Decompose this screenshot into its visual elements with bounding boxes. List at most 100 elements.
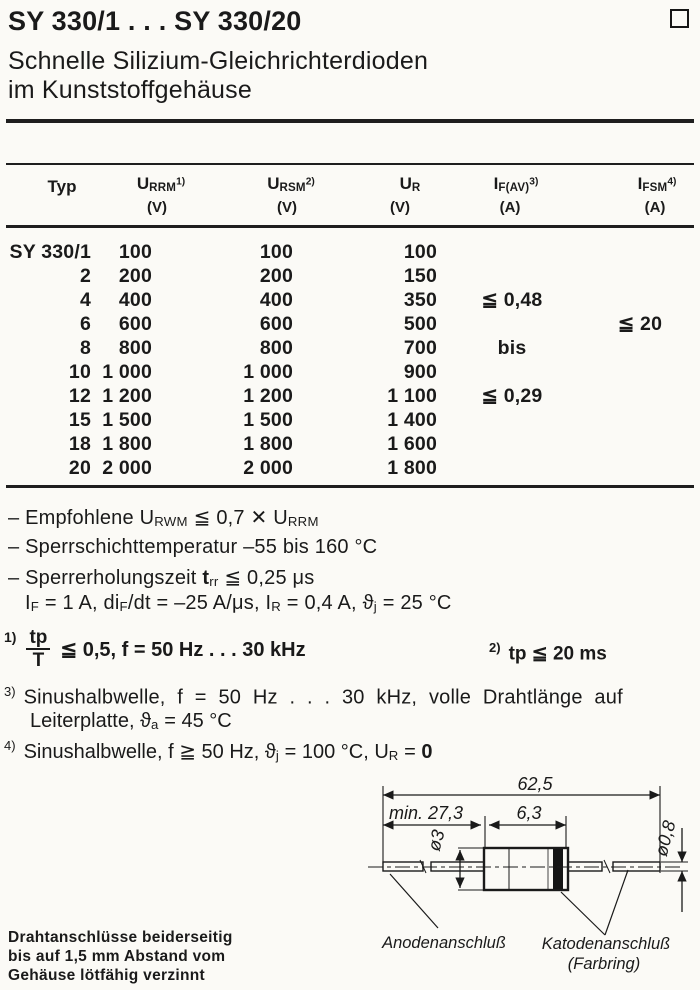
cell-ursm: 800 [259, 337, 293, 359]
cell-ifsm [560, 288, 700, 312]
note-recovery-time: – Sperrerholungszeit trr ≦ 0,25 μs [8, 567, 315, 589]
cell-typ: 12 [68, 385, 91, 407]
cell-ifav [445, 456, 560, 480]
corner-square-icon [670, 9, 689, 28]
table-bottom-rule [6, 485, 694, 488]
cell-urrm: 600 [118, 313, 152, 335]
dim-overall-label: 62,5 [517, 776, 553, 794]
cell-urrm: 200 [118, 265, 152, 287]
footnote-4-text: Sinushalbwelle, f ≧ 50 Hz, ϑj = 100 °C, … [23, 740, 433, 763]
table-row: 15 1 500 1 500 1 400 [0, 408, 700, 432]
anode-label: Anodenanschluß [381, 934, 506, 952]
cell-ur: 700 [403, 337, 437, 359]
cell-ifsm [560, 240, 700, 264]
cell-urrm: 100 [118, 241, 152, 263]
subtitle-line-2: im Kunststoffgehäuse [8, 76, 252, 104]
cathode-label-sub: (Farbring) [568, 955, 640, 973]
col-header-ifsm: IFSM4) [637, 174, 677, 194]
col-header-ursm: URSM2) [267, 174, 315, 194]
cell-ifav [445, 432, 560, 456]
cell-ur: 1 400 [387, 409, 437, 431]
col-header-ifav: IF(AV)3) [493, 174, 539, 194]
cell-typ: 18 [68, 433, 91, 455]
table-row: 4 400 400 350 ≦ 0,48 [0, 288, 700, 312]
footnote-4: 4) Sinushalbwelle, f ≧ 50 Hz, ϑj = 100 °C… [4, 738, 433, 764]
table-row: 8 800 800 700 bis [0, 336, 700, 360]
tp-over-T-fraction: tp T [26, 627, 51, 671]
footnote-3-line2: Leiterplatte, ϑa = 45 °C [30, 710, 232, 732]
col-header-ur: UR [399, 174, 421, 194]
cathode-label: Katodenanschluß [542, 935, 670, 953]
cell-ifav: ≦ 0,29 [481, 385, 543, 407]
dim-body-label: 6,3 [516, 803, 541, 823]
cell-ifav [445, 240, 560, 264]
cell-ur: 100 [403, 241, 437, 263]
cell-ursm: 1 800 [243, 433, 293, 455]
cell-ifav: bis [497, 337, 527, 359]
table-row: SY 330/1 100 100 100 [0, 240, 700, 264]
cell-ifsm [560, 360, 700, 384]
table-header-rule [6, 225, 694, 228]
cathode-leader-line-2 [604, 869, 629, 936]
cell-ifav: ≦ 0,48 [481, 289, 543, 311]
cell-typ: 20 [68, 457, 91, 479]
anode-leader-line [389, 873, 439, 929]
page-title: SY 330/1 . . . SY 330/20 [8, 6, 302, 36]
cell-urrm: 1 500 [102, 409, 152, 431]
table-row: 18 1 800 1 800 1 600 [0, 432, 700, 456]
unit-ifav: (A) [499, 199, 521, 216]
cell-typ: 4 [79, 289, 91, 311]
cell-ursm: 200 [259, 265, 293, 287]
cell-ursm: 1 200 [243, 385, 293, 407]
note-junction-temp: – Sperrschichttemperatur –55 bis 160 °C [8, 536, 378, 558]
fraction-denominator: T [32, 650, 45, 671]
footnote-1-text: ≦ 0,5, f = 50 Hz . . . 30 kHz [60, 638, 306, 661]
fraction-numerator: tp [26, 627, 51, 650]
cell-ursm: 100 [259, 241, 293, 263]
cell-ifav [445, 360, 560, 384]
cell-ifsm [560, 336, 700, 360]
cell-ifav [445, 264, 560, 288]
cathode-band [553, 849, 563, 889]
unit-ursm: (V) [277, 199, 297, 216]
solderability-note-line1: Drahtanschlüsse beiderseitig [8, 929, 233, 946]
footnote-2-marker: 2) [489, 640, 501, 655]
cell-ifsm [560, 408, 700, 432]
cell-typ: 2 [79, 265, 91, 287]
cell-ur: 1 800 [387, 457, 437, 479]
cell-typ: 15 [68, 409, 91, 431]
table-row: 10 1 000 1 000 900 [0, 360, 700, 384]
cell-typ: SY 330/1 [9, 241, 91, 263]
subtitle-line-1: Schnelle Silizium-Gleichrichterdioden [8, 47, 429, 75]
cell-typ: 8 [79, 337, 91, 359]
col-header-urrm: URRM1) [136, 174, 186, 194]
cell-ursm: 1 500 [243, 409, 293, 431]
package-outline-drawing: 62,5 min. 27,3 6,3 ø3 ø0,8 An [368, 776, 688, 973]
table-row: 2 200 200 150 [0, 264, 700, 288]
footnote-3-line1: Sinushalbwelle, f = 50 Hz . . . 30 kHz, … [23, 686, 623, 709]
cell-ur: 1 100 [387, 385, 437, 407]
spec-table-body: SY 330/1 100 100 100 2 200 200 150 4 400 400 350 ≦… [0, 240, 700, 480]
cell-urrm: 1 800 [102, 433, 152, 455]
solderability-note: Drahtanschlüsse beiderseitig bis auf 1,5… [8, 928, 233, 985]
cell-ur: 500 [403, 313, 437, 335]
cell-ifav [445, 312, 560, 336]
col-header-typ: Typ [47, 177, 77, 196]
footnote-4-marker: 4) [4, 738, 16, 753]
cell-ifav [445, 408, 560, 432]
note-recovery-conditions: IF = 1 A, diF/dt = –25 A/μs, IR = 0,4 A,… [25, 592, 452, 614]
dim-lead-label: min. 27,3 [389, 803, 463, 823]
cell-ifsm [560, 384, 700, 408]
footnote-2-text: tp ≦ 20 ms [508, 643, 607, 665]
note-urwm: – Empfohlene URWM ≦ 0,7 ✕ URRM [8, 507, 319, 529]
footnote-1: 1) tp T ≦ 0,5, f = 50 Hz . . . 30 kHz [4, 627, 306, 671]
cell-ur: 350 [403, 289, 437, 311]
unit-ur: (V) [390, 199, 410, 216]
table-row: 12 1 200 1 200 1 100 ≦ 0,29 [0, 384, 700, 408]
footnote-1-marker: 1) [4, 629, 17, 645]
cathode-leader-line-1 [560, 891, 606, 936]
cell-ifsm: ≦ 20 [617, 313, 663, 335]
subtitle-divider [6, 119, 694, 123]
cell-ur: 900 [403, 361, 437, 383]
table-top-rule [6, 163, 694, 165]
